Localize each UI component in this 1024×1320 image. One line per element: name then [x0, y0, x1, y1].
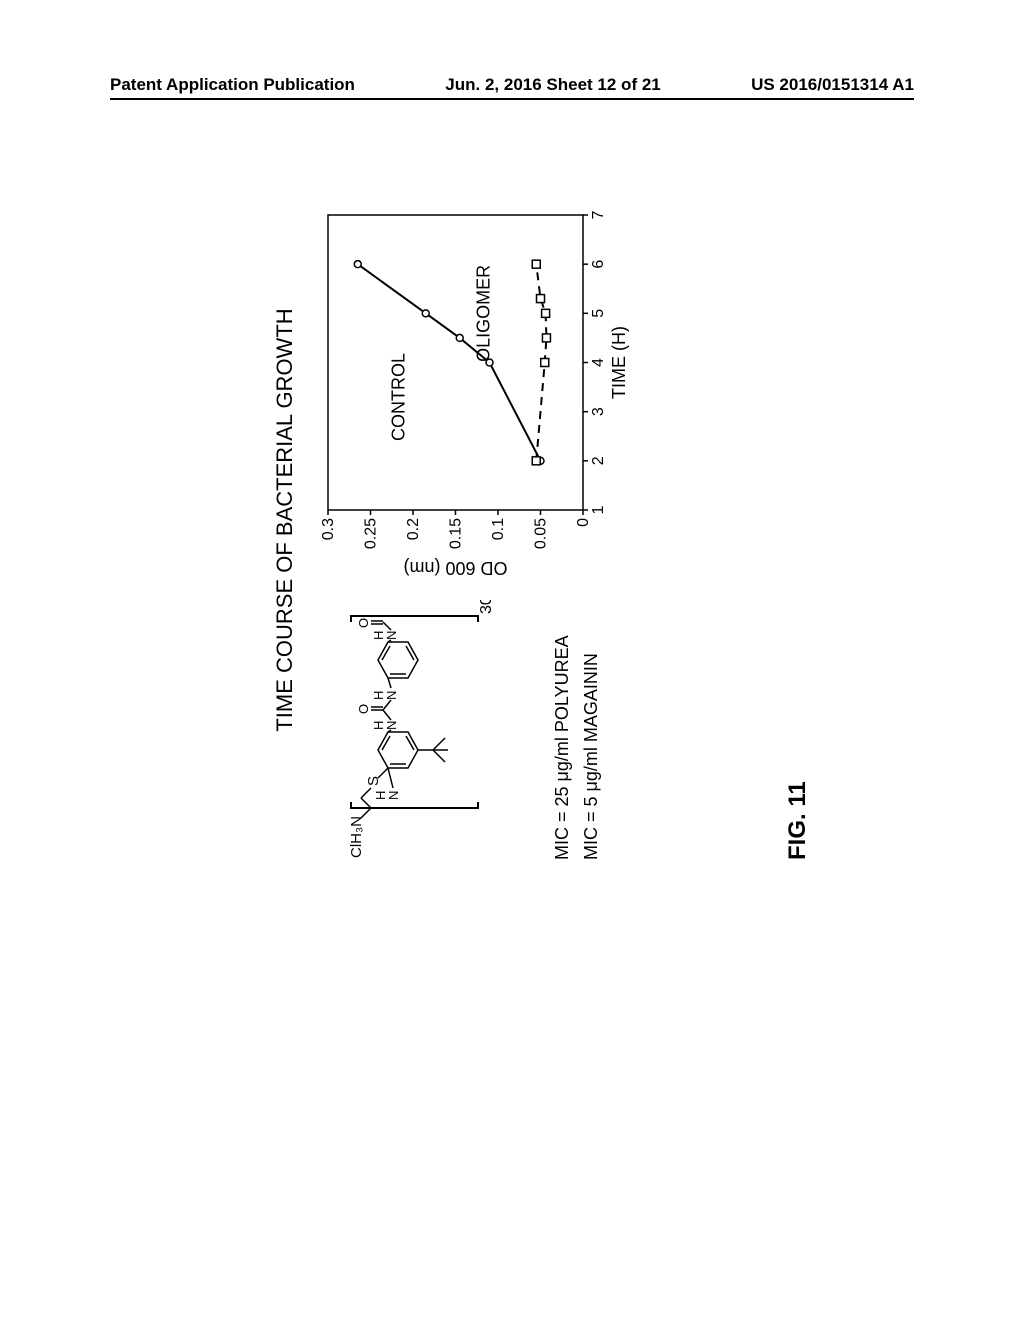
header-center: Jun. 2, 2016 Sheet 12 of 21 — [445, 75, 660, 95]
header-left: Patent Application Publication — [110, 75, 355, 95]
svg-text:OD 600 (nm): OD 600 (nm) — [403, 558, 507, 578]
cih3n-label: ClH₃N — [348, 816, 365, 858]
svg-text:6: 6 — [590, 260, 607, 269]
mic-line2: MIC = 5 μg/ml MAGAININ — [577, 600, 606, 860]
svg-text:5: 5 — [590, 309, 607, 318]
o-label: O — [356, 618, 371, 628]
svg-text:0.25: 0.25 — [363, 518, 380, 549]
n-label: N — [386, 791, 401, 800]
left-panel: 30 ClH₃N S — [313, 600, 633, 860]
svg-text:0.05: 0.05 — [533, 518, 550, 549]
h-label: H — [373, 791, 388, 800]
figure-11: TIME COURSE OF BACTERIAL GROWTH 30 ClH₃N… — [272, 180, 752, 860]
o-label: O — [356, 704, 371, 714]
svg-text:0.2: 0.2 — [405, 518, 422, 540]
header-right: US 2016/0151314 A1 — [751, 75, 914, 95]
n-label: N — [384, 691, 399, 700]
svg-text:TIME (H): TIME (H) — [609, 326, 629, 399]
svg-text:2: 2 — [590, 456, 607, 465]
chart-panel: 1 2 3 4 5 6 7 0 0.05 0.1 0.15 0.2 0.25 0.3 TIME (H) OD … — [313, 200, 633, 580]
figure-title: TIME COURSE OF BACTERIAL GROWTH — [272, 180, 298, 860]
mic-line1: MIC = 25 μg/ml POLYUREA — [548, 600, 577, 860]
svg-text:0.1: 0.1 — [490, 518, 507, 540]
svg-text:3: 3 — [590, 407, 607, 416]
page-header: Patent Application Publication Jun. 2, 2… — [0, 75, 1024, 95]
n-label: N — [384, 631, 399, 640]
header-divider — [110, 98, 914, 100]
svg-text:CONTROL: CONTROL — [389, 353, 409, 441]
svg-text:7: 7 — [590, 210, 607, 219]
subscript-30: 30 — [478, 600, 495, 614]
svg-text:0.15: 0.15 — [448, 518, 465, 549]
growth-chart: 1 2 3 4 5 6 7 0 0.05 0.1 0.15 0.2 0.25 0.3 TIME (H) OD … — [313, 200, 633, 580]
chemical-structure: 30 ClH₃N S — [333, 600, 513, 860]
n-label: N — [384, 721, 399, 730]
svg-text:0.3: 0.3 — [320, 518, 337, 540]
mic-labels: MIC = 25 μg/ml POLYUREA MIC = 5 μg/ml MA… — [548, 600, 606, 860]
svg-text:OLIGOMER: OLIGOMER — [474, 265, 494, 362]
figure-content: 30 ClH₃N S — [313, 180, 633, 860]
svg-text:4: 4 — [590, 358, 607, 367]
svg-text:1: 1 — [590, 505, 607, 514]
figure-number: FIG. 11 — [784, 781, 812, 860]
svg-text:0: 0 — [575, 518, 592, 527]
